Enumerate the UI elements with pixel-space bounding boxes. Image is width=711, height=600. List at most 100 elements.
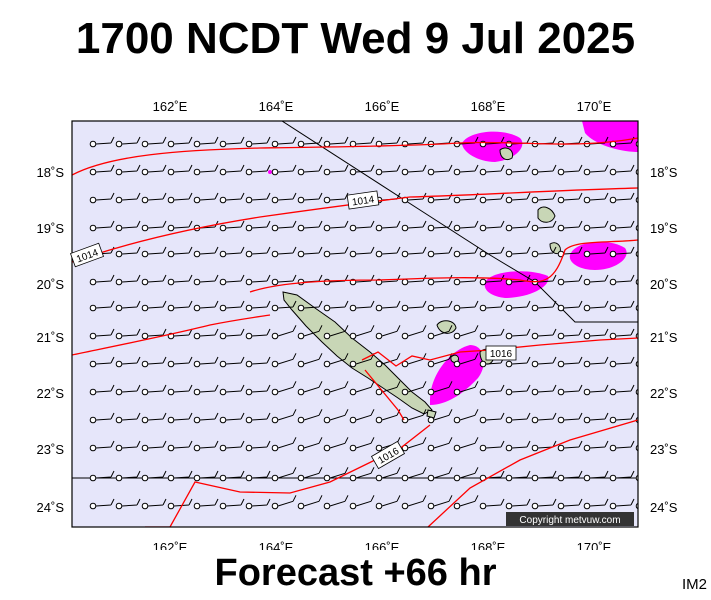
wind-barb	[589, 328, 609, 337]
wind-barb	[251, 356, 271, 365]
wind-barb	[251, 470, 271, 479]
wind-station	[505, 168, 513, 176]
wind-barb	[277, 220, 297, 229]
wind-station	[505, 224, 513, 232]
wind-station	[271, 502, 279, 510]
wind-station	[531, 388, 539, 396]
wind-barb	[407, 325, 427, 337]
wind-station	[635, 474, 638, 482]
wind-station	[323, 332, 331, 340]
wind-barb	[199, 384, 219, 393]
wind-barb	[355, 164, 375, 173]
wind-station	[89, 502, 97, 510]
wind-station	[115, 304, 123, 312]
wind-barb	[563, 356, 583, 365]
wind-station	[453, 304, 461, 312]
wind-station	[349, 502, 357, 510]
wind-station	[89, 416, 97, 424]
lat-tick-label: 18˚S	[650, 165, 678, 180]
wind-station	[141, 502, 149, 510]
lat-axis-right: 18˚S 19˚S 20˚S 21˚S 22˚S 23˚S 24˚S	[650, 165, 678, 515]
wind-station	[401, 304, 409, 312]
isobars	[72, 137, 638, 527]
wind-barb	[433, 409, 453, 421]
wind-station	[401, 140, 409, 148]
lat-tick-label: 21˚S	[37, 330, 65, 345]
wind-station	[375, 224, 383, 232]
wind-station	[583, 250, 591, 258]
wind-barb	[485, 300, 505, 309]
lon-tick-label: 162˚E	[153, 99, 188, 114]
wind-station	[479, 250, 487, 258]
wind-barb	[277, 353, 297, 365]
wind-station	[115, 224, 123, 232]
wind-station	[219, 332, 227, 340]
wind-station	[479, 416, 487, 424]
wind-barb	[121, 470, 141, 479]
wind-barb	[303, 246, 323, 255]
wind-barb	[303, 467, 323, 479]
wind-station	[531, 224, 539, 232]
wind-station	[479, 502, 487, 510]
wind-station	[479, 444, 487, 452]
wind-barb	[511, 164, 531, 173]
wind-barb	[199, 498, 219, 507]
lat-tick-label: 20˚S	[37, 277, 65, 292]
weather-map: 1014 1014 1016 1016 162˚E 164˚E 166˚E 16…	[0, 90, 711, 555]
isobar-line	[364, 369, 405, 421]
wind-station	[323, 196, 331, 204]
wind-barb	[147, 300, 167, 309]
wind-station	[479, 304, 487, 312]
wind-station	[557, 332, 565, 340]
wind-station	[141, 224, 149, 232]
mare-island	[436, 320, 457, 334]
wind-barb	[303, 409, 323, 421]
ocean-area	[72, 121, 638, 527]
wind-barb	[459, 353, 479, 365]
wind-barb	[329, 220, 349, 229]
wind-station	[167, 502, 175, 510]
wind-station	[453, 278, 461, 286]
lon-tick-label: 164˚E	[259, 99, 294, 114]
wind-station	[245, 196, 253, 204]
wind-barb	[615, 498, 635, 507]
wind-barb	[329, 353, 349, 365]
wind-station	[453, 168, 461, 176]
wind-station	[401, 502, 409, 510]
wind-station	[583, 278, 591, 286]
wind-station	[193, 278, 201, 286]
wind-station	[219, 388, 227, 396]
wind-barb	[329, 136, 349, 145]
lon-tick-label: 170˚E	[577, 540, 612, 550]
vanuatu-island-3	[499, 147, 514, 161]
wind-station	[583, 444, 591, 452]
wind-barb	[225, 274, 245, 283]
wind-barb	[147, 498, 167, 507]
wind-station	[141, 250, 149, 258]
wind-barb	[173, 470, 193, 479]
wind-station	[141, 140, 149, 148]
wind-station	[505, 278, 513, 286]
wind-station	[427, 332, 435, 340]
wind-barb	[121, 220, 141, 229]
wind-barb	[459, 381, 479, 393]
wind-station	[115, 250, 123, 258]
wind-station	[349, 224, 357, 232]
wind-station	[505, 360, 513, 368]
wind-station	[271, 196, 279, 204]
image-id-label: IM2	[681, 576, 707, 593]
wind-barb	[355, 136, 375, 145]
wind-station	[115, 278, 123, 286]
wind-station	[453, 250, 461, 258]
wind-barb	[95, 356, 115, 365]
wind-station	[349, 304, 357, 312]
wind-station	[349, 250, 357, 258]
wind-station	[479, 196, 487, 204]
wind-station	[427, 224, 435, 232]
wind-station	[609, 168, 617, 176]
wind-barb	[277, 467, 297, 479]
wind-station	[271, 444, 279, 452]
wind-barb	[615, 164, 635, 173]
wind-station	[115, 168, 123, 176]
wind-station	[245, 304, 253, 312]
